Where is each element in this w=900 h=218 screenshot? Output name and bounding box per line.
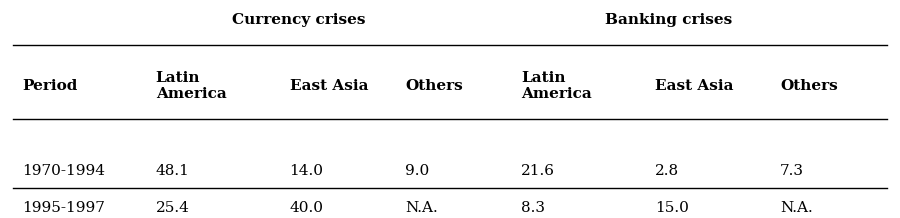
Text: 9.0: 9.0 — [405, 164, 429, 178]
Text: 40.0: 40.0 — [290, 201, 323, 215]
Text: East Asia: East Asia — [290, 79, 368, 93]
Text: 14.0: 14.0 — [290, 164, 323, 178]
Text: Period: Period — [22, 79, 77, 93]
Text: 21.6: 21.6 — [521, 164, 555, 178]
Text: Latin
America: Latin America — [156, 71, 227, 101]
Text: Others: Others — [780, 79, 838, 93]
Text: East Asia: East Asia — [655, 79, 733, 93]
Text: 2.8: 2.8 — [655, 164, 680, 178]
Text: 25.4: 25.4 — [156, 201, 190, 215]
Text: Others: Others — [405, 79, 464, 93]
Text: Latin
America: Latin America — [521, 71, 592, 101]
Text: 1995-1997: 1995-1997 — [22, 201, 105, 215]
Text: 15.0: 15.0 — [655, 201, 689, 215]
Text: N.A.: N.A. — [405, 201, 438, 215]
Text: N.A.: N.A. — [780, 201, 813, 215]
Text: Banking crises: Banking crises — [605, 13, 732, 27]
Text: Currency crises: Currency crises — [231, 13, 365, 27]
Text: 1970-1994: 1970-1994 — [22, 164, 105, 178]
Text: 48.1: 48.1 — [156, 164, 190, 178]
Text: 7.3: 7.3 — [780, 164, 804, 178]
Text: 8.3: 8.3 — [521, 201, 545, 215]
